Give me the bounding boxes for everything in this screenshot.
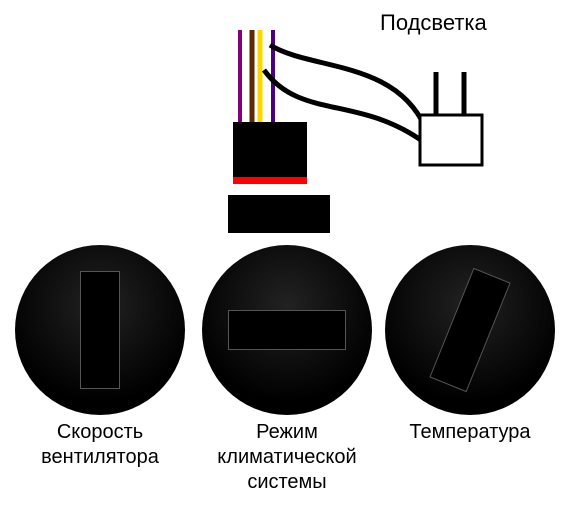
- red-strip: [233, 177, 307, 184]
- label-dial-left: Скорость вентилятора: [15, 420, 185, 470]
- label-dial-right: Температура: [385, 420, 555, 445]
- block-mid: [228, 195, 330, 233]
- label-dial-left-line2: вентилятора: [41, 446, 159, 468]
- label-dial-center-line2: климатической: [217, 446, 356, 468]
- plug-body: [420, 115, 482, 165]
- label-dial-center: Режим климатической системы: [202, 420, 372, 495]
- dial-temperature-indicator: [429, 268, 510, 392]
- label-dial-left-line1: Скорость: [57, 421, 143, 443]
- label-dial-right-line1: Температура: [409, 421, 530, 443]
- label-dial-center-line1: Режим: [256, 421, 318, 443]
- dial-climate-mode: [202, 245, 372, 415]
- dial-fan-speed: [15, 245, 185, 415]
- dial-climate-mode-indicator: [228, 310, 346, 350]
- dial-temperature: [385, 245, 555, 415]
- wire-curve-upper: [270, 45, 425, 127]
- dial-fan-speed-indicator: [80, 271, 120, 389]
- label-dial-center-line3: системы: [247, 471, 326, 493]
- block-upper: [233, 122, 307, 177]
